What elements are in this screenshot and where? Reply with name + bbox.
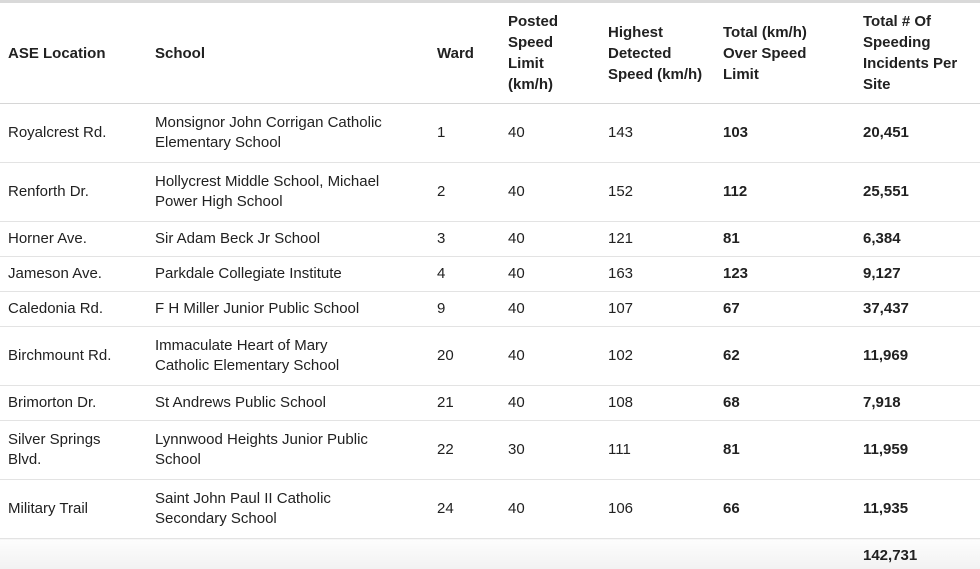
cell-over-limit: 62	[723, 326, 863, 386]
cell-location: Caledonia Rd.	[0, 291, 155, 327]
cell-highest-speed: 102	[608, 326, 723, 386]
cell-highest-speed: 107	[608, 291, 723, 327]
cell-over-limit: 81	[723, 420, 863, 480]
cell-over-limit: 103	[723, 103, 863, 163]
cell-highest-speed: 163	[608, 256, 723, 292]
cell-ward: 2	[437, 162, 508, 222]
cell-ward: 24	[437, 479, 508, 539]
col-header-school: School	[155, 3, 437, 104]
table-row: Caledonia Rd. F H Miller Junior Public S…	[0, 291, 980, 327]
top-divider-bar	[0, 0, 980, 3]
cell-school: Monsignor John Corrigan Catholic Element…	[155, 103, 437, 163]
footer-total-incidents: 142,731	[863, 538, 980, 569]
col-header-total-over-speed-limit: Total (km/h) Over Speed Limit	[723, 3, 863, 104]
cell-highest-speed: 108	[608, 385, 723, 421]
col-header-ase-location: ASE Location	[0, 3, 155, 104]
cell-school: St Andrews Public School	[155, 385, 437, 421]
cell-highest-speed: 121	[608, 221, 723, 257]
cell-incidents: 7,918	[863, 385, 980, 421]
cell-posted-speed: 40	[508, 162, 608, 222]
cell-posted-speed: 40	[508, 479, 608, 539]
table-row: Horner Ave. Sir Adam Beck Jr School 3 40…	[0, 221, 980, 257]
table-body: Royalcrest Rd. Monsignor John Corrigan C…	[0, 103, 980, 539]
cell-location: Silver Springs Blvd.	[0, 420, 155, 480]
cell-incidents: 9,127	[863, 256, 980, 292]
cell-incidents: 20,451	[863, 103, 980, 163]
cell-ward: 9	[437, 291, 508, 327]
table-row: Birchmount Rd. Immaculate Heart of Mary …	[0, 326, 980, 386]
cell-ward: 21	[437, 385, 508, 421]
cell-school: Parkdale Collegiate Institute	[155, 256, 437, 292]
table-footer: 142,731	[0, 538, 980, 569]
cell-over-limit: 66	[723, 479, 863, 539]
cell-school: Saint John Paul II Catholic Secondary Sc…	[155, 479, 437, 539]
table-header: ASE Location School Ward Posted Speed Li…	[0, 3, 980, 104]
table-row: Royalcrest Rd. Monsignor John Corrigan C…	[0, 103, 980, 163]
cell-location: Brimorton Dr.	[0, 385, 155, 421]
cell-location: Jameson Ave.	[0, 256, 155, 292]
table-row: Renforth Dr. Hollycrest Middle School, M…	[0, 162, 980, 222]
cell-location: Military Trail	[0, 479, 155, 539]
col-header-posted-speed-limit: Posted Speed Limit (km/h)	[508, 3, 608, 104]
cell-ward: 3	[437, 221, 508, 257]
cell-location: Birchmount Rd.	[0, 326, 155, 386]
cell-incidents: 37,437	[863, 291, 980, 327]
data-table: ASE Location School Ward Posted Speed Li…	[0, 3, 980, 569]
cell-ward: 1	[437, 103, 508, 163]
cell-posted-speed: 40	[508, 326, 608, 386]
footer-spacer	[0, 538, 863, 569]
cell-posted-speed: 40	[508, 291, 608, 327]
cell-school: F H Miller Junior Public School	[155, 291, 437, 327]
cell-posted-speed: 40	[508, 221, 608, 257]
cell-school: Immaculate Heart of Mary Catholic Elemen…	[155, 326, 437, 386]
cell-highest-speed: 111	[608, 420, 723, 480]
header-row: ASE Location School Ward Posted Speed Li…	[0, 3, 980, 104]
cell-highest-speed: 143	[608, 103, 723, 163]
cell-school: Hollycrest Middle School, Michael Power …	[155, 162, 437, 222]
cell-ward: 22	[437, 420, 508, 480]
cell-highest-speed: 106	[608, 479, 723, 539]
footer-row: 142,731	[0, 538, 980, 569]
cell-ward: 4	[437, 256, 508, 292]
cell-over-limit: 123	[723, 256, 863, 292]
cell-ward: 20	[437, 326, 508, 386]
cell-school: Lynnwood Heights Junior Public School	[155, 420, 437, 480]
cell-over-limit: 68	[723, 385, 863, 421]
cell-posted-speed: 40	[508, 385, 608, 421]
cell-location: Renforth Dr.	[0, 162, 155, 222]
table-row: Military Trail Saint John Paul II Cathol…	[0, 479, 980, 539]
cell-over-limit: 67	[723, 291, 863, 327]
cell-over-limit: 81	[723, 221, 863, 257]
cell-incidents: 6,384	[863, 221, 980, 257]
cell-posted-speed: 40	[508, 256, 608, 292]
table-row: Jameson Ave. Parkdale Collegiate Institu…	[0, 256, 980, 292]
cell-posted-speed: 40	[508, 103, 608, 163]
cell-location: Horner Ave.	[0, 221, 155, 257]
cell-school: Sir Adam Beck Jr School	[155, 221, 437, 257]
col-header-ward: Ward	[437, 3, 508, 104]
cell-incidents: 11,935	[863, 479, 980, 539]
cell-incidents: 11,969	[863, 326, 980, 386]
col-header-total-speeding-incidents: Total # Of Speeding Incidents Per Site	[863, 3, 980, 104]
table-row: Brimorton Dr. St Andrews Public School 2…	[0, 385, 980, 421]
cell-incidents: 11,959	[863, 420, 980, 480]
cell-highest-speed: 152	[608, 162, 723, 222]
cell-incidents: 25,551	[863, 162, 980, 222]
table-row: Silver Springs Blvd. Lynnwood Heights Ju…	[0, 420, 980, 480]
cell-location: Royalcrest Rd.	[0, 103, 155, 163]
col-header-highest-detected-speed: Highest Detected Speed (km/h)	[608, 3, 723, 104]
cell-posted-speed: 30	[508, 420, 608, 480]
cell-over-limit: 112	[723, 162, 863, 222]
